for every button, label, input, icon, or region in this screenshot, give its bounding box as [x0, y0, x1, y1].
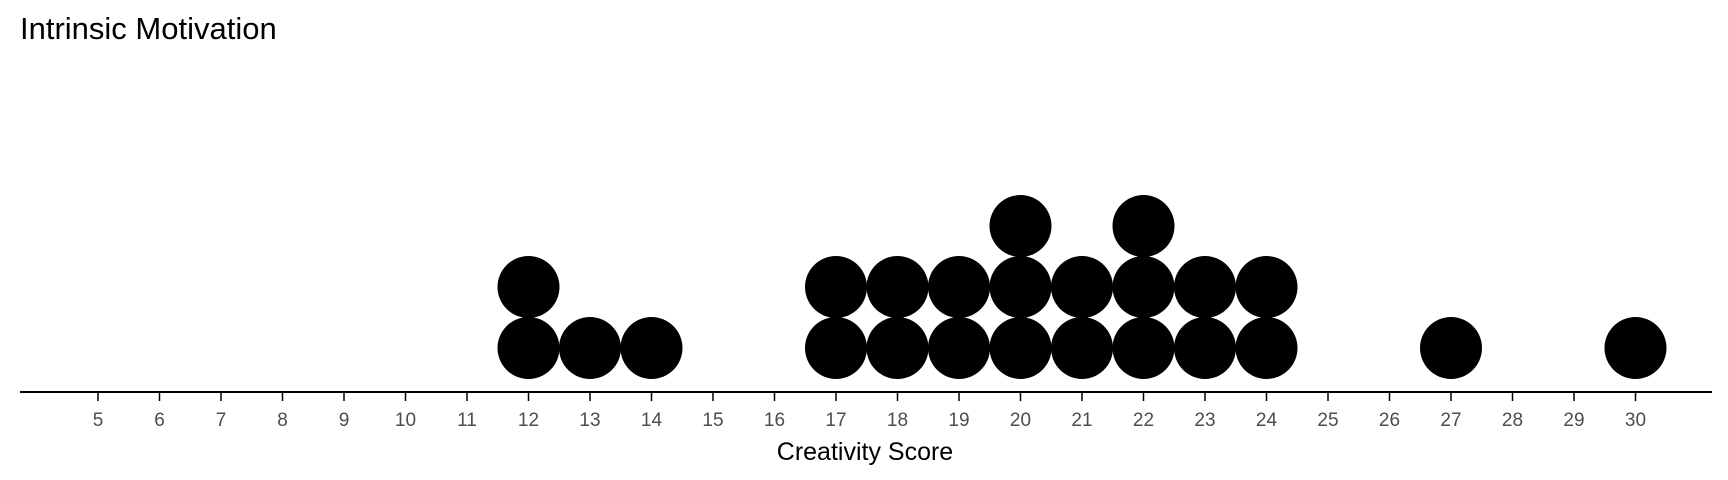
x-tick-label-9: 9: [339, 410, 350, 431]
x-axis-title: Creativity Score: [777, 438, 953, 466]
x-tick-label-21: 21: [1071, 410, 1092, 431]
x-tick-label-23: 23: [1194, 410, 1215, 431]
dot-x21-n2: [1051, 256, 1113, 318]
dot-x17-n2: [805, 256, 867, 318]
dot-x21-n1: [1051, 317, 1113, 379]
x-tick-label-30: 30: [1625, 410, 1646, 431]
x-tick-label-6: 6: [154, 410, 165, 431]
x-tick-label-7: 7: [216, 410, 227, 431]
dot-x22-n2: [1112, 256, 1175, 318]
x-tick-label-18: 18: [887, 410, 908, 431]
dot-x27-n1: [1420, 317, 1482, 379]
x-tick-label-12: 12: [518, 410, 539, 431]
dot-x22-n3: [1112, 195, 1175, 257]
dot-x18-n1: [866, 317, 929, 379]
dot-x24-n1: [1235, 317, 1298, 379]
dot-x14-n1: [620, 317, 683, 379]
dot-x12-n2: [497, 256, 560, 318]
x-tick-label-24: 24: [1256, 410, 1278, 431]
dot-x23-n1: [1174, 317, 1236, 379]
x-tick-label-29: 29: [1563, 410, 1584, 431]
dot-x30-n1: [1604, 317, 1667, 379]
x-axis-ticks: 5 6 7 8 9 10 11 12 13 14 15 16 17 18 19 20 21 22 23 24 25 26 2…: [93, 392, 1646, 431]
dot-x20-n2: [989, 256, 1052, 318]
x-tick-label-19: 19: [948, 410, 969, 431]
x-tick-label-15: 15: [702, 410, 723, 431]
dot-x20-n1: [989, 317, 1052, 379]
x-tick-label-25: 25: [1317, 410, 1338, 431]
dot-x17-n1: [805, 317, 867, 379]
dot-x19-n1: [928, 317, 990, 379]
x-tick-label-13: 13: [579, 410, 600, 431]
x-tick-label-28: 28: [1502, 410, 1523, 431]
x-tick-label-16: 16: [764, 410, 785, 431]
x-tick-label-22: 22: [1133, 410, 1154, 431]
dot-x20-n3: [989, 195, 1052, 257]
x-tick-label-17: 17: [825, 410, 846, 431]
dots-layer: [497, 195, 1667, 379]
dot-x19-n2: [928, 256, 990, 318]
x-tick-label-8: 8: [277, 410, 288, 431]
x-tick-label-27: 27: [1440, 410, 1461, 431]
dot-x13-n1: [559, 317, 621, 379]
chart-title: Intrinsic Motivation: [20, 11, 277, 46]
dot-x24-n2: [1235, 256, 1298, 318]
x-tick-label-26: 26: [1379, 410, 1400, 431]
x-tick-label-5: 5: [93, 410, 104, 431]
x-tick-label-14: 14: [641, 410, 663, 431]
x-tick-label-20: 20: [1010, 410, 1031, 431]
dot-x18-n2: [866, 256, 929, 318]
x-tick-label-11: 11: [457, 410, 477, 431]
dot-x12-n1: [497, 317, 560, 379]
dot-x23-n2: [1174, 256, 1236, 318]
x-tick-label-10: 10: [395, 410, 416, 431]
dot-x22-n1: [1112, 317, 1175, 379]
